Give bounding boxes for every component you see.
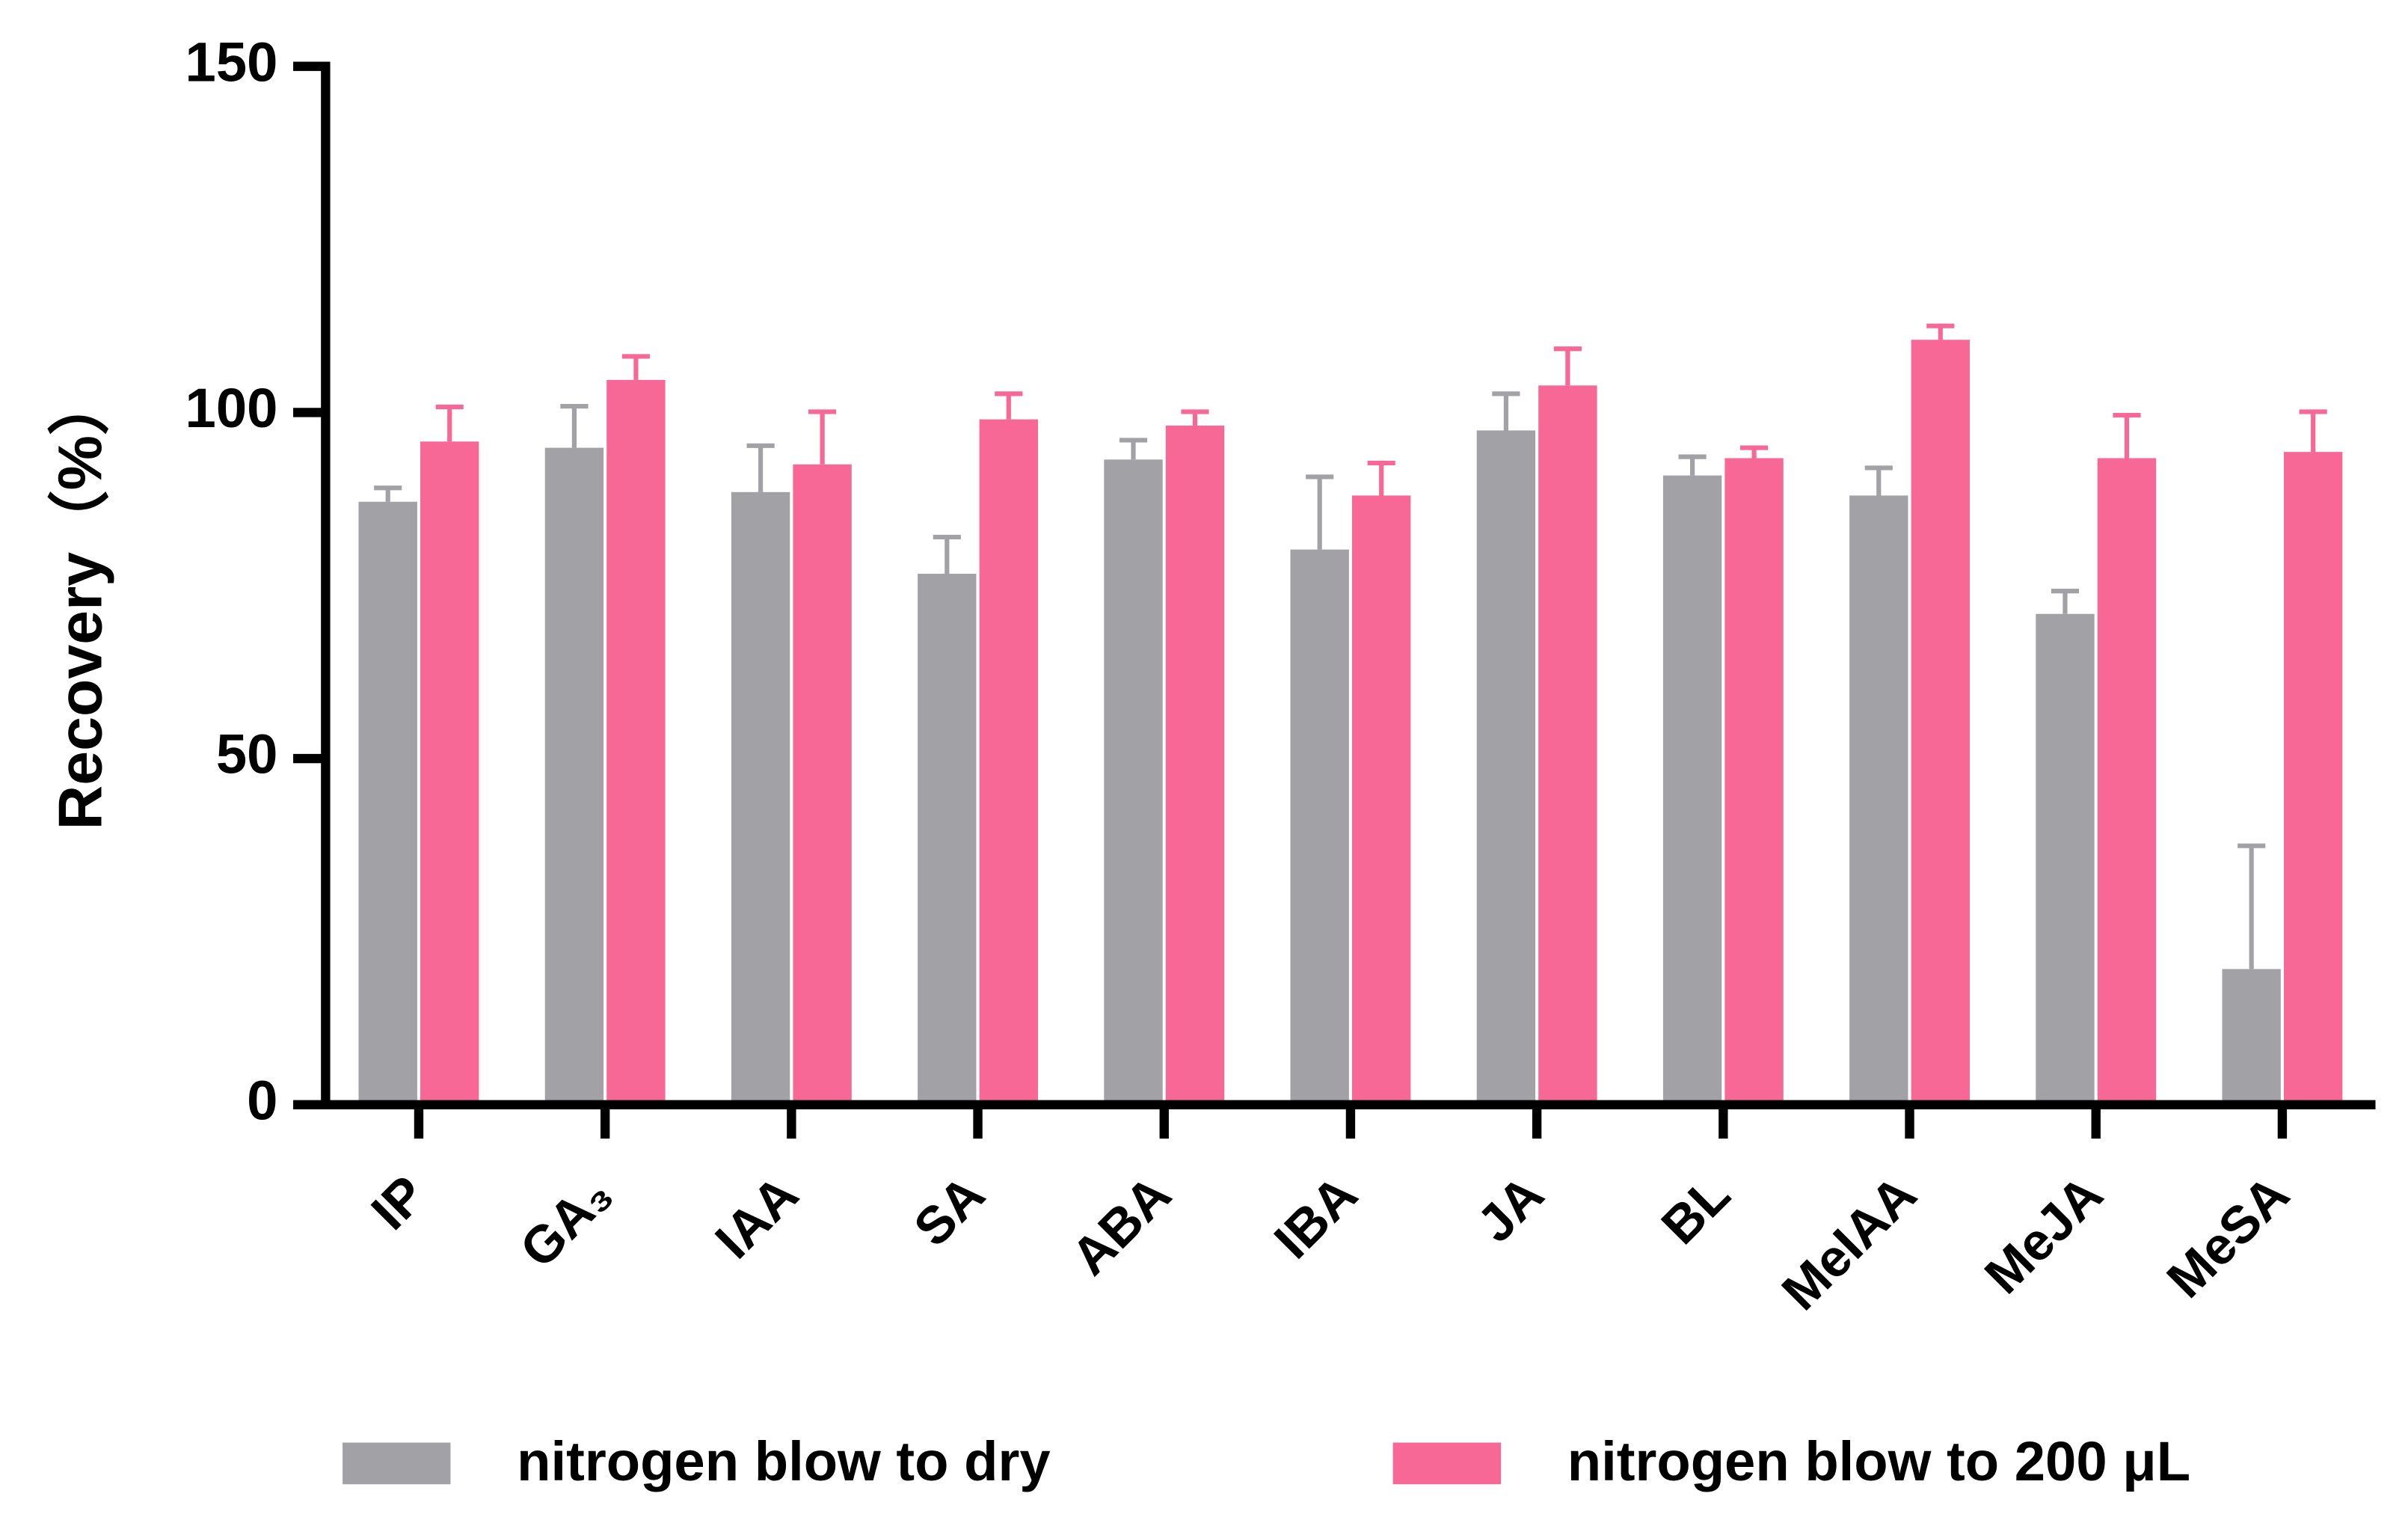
y-tick-label: 50 xyxy=(216,723,278,785)
bar xyxy=(1476,430,1536,1105)
bar xyxy=(1538,385,1597,1105)
y-tick-label: 0 xyxy=(247,1069,277,1131)
legend-label: nitrogen blow to 200 μL xyxy=(1567,1430,2190,1492)
bar xyxy=(1911,340,1970,1105)
bar xyxy=(1724,458,1784,1105)
bar xyxy=(2283,452,2343,1105)
x-tick-label: IBA xyxy=(1263,1165,1369,1270)
x-tick-label: GA₃ xyxy=(509,1165,622,1278)
bar xyxy=(2097,458,2157,1105)
y-axis-label: Recovery（%） xyxy=(46,373,114,830)
bar xyxy=(1165,425,1225,1105)
x-tick-label: MeSA xyxy=(2156,1165,2300,1309)
bar xyxy=(1290,549,1349,1105)
x-tick-label: MeIAA xyxy=(1771,1165,1927,1321)
bar xyxy=(731,491,790,1105)
bar xyxy=(2222,969,2281,1105)
bar xyxy=(606,379,666,1105)
x-tick-label: JA xyxy=(1466,1165,1555,1254)
y-tick-label: 100 xyxy=(185,377,278,439)
legend-swatch xyxy=(343,1442,451,1485)
x-tick-label: IP xyxy=(360,1165,437,1241)
bar xyxy=(918,574,977,1105)
legend-label: nitrogen blow to dry xyxy=(517,1430,1051,1492)
bar xyxy=(793,464,852,1105)
bar xyxy=(544,447,604,1105)
bar xyxy=(1662,475,1722,1105)
x-tick-label: MeJA xyxy=(1974,1165,2113,1305)
bar xyxy=(1352,495,1411,1105)
bar xyxy=(358,501,417,1105)
bar xyxy=(979,419,1038,1105)
y-tick-label: 150 xyxy=(185,31,278,93)
x-tick-label: SA xyxy=(903,1165,995,1257)
legend-swatch xyxy=(1392,1442,1502,1485)
x-tick-label: BL xyxy=(1650,1165,1741,1255)
bar xyxy=(1849,495,1908,1105)
bar xyxy=(2036,613,2095,1105)
bar xyxy=(1104,459,1163,1105)
x-tick-label: ABA xyxy=(1060,1165,1182,1287)
bar xyxy=(420,441,479,1105)
x-tick-label: IAA xyxy=(704,1165,810,1270)
